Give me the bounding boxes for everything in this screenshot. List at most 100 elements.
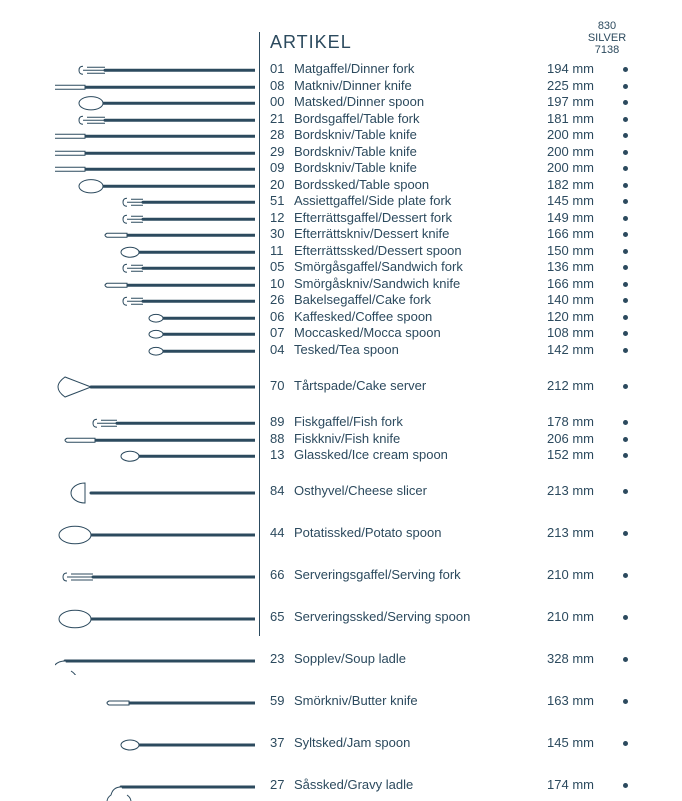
availability-cell — [600, 144, 650, 161]
article-number: 04 — [270, 342, 294, 359]
bigspoon-icon — [55, 605, 255, 633]
group-spacer — [270, 632, 650, 646]
table-row: 65Serveringssked/Serving spoon210 mm — [270, 604, 650, 632]
article-size: 182 mm — [534, 177, 600, 194]
article-size: 200 mm — [534, 144, 600, 161]
article-name: Serveringssked/Serving spoon — [294, 609, 534, 626]
spoon-tiny-icon — [55, 310, 255, 327]
article-name: Matsked/Dinner spoon — [294, 94, 534, 111]
table-row: 88Fiskkniv/Fish knife206 mm — [270, 431, 650, 448]
article-number: 26 — [270, 292, 294, 309]
article-name: Bordskniv/Table knife — [294, 160, 534, 177]
article-size: 163 mm — [534, 693, 600, 710]
dot-icon — [623, 282, 628, 287]
dot-icon — [623, 232, 628, 237]
article-name: Kaffesked/Coffee spoon — [294, 309, 534, 326]
group-spacer — [270, 400, 650, 414]
article-size: 200 mm — [534, 127, 600, 144]
availability-cell — [600, 160, 650, 177]
article-size: 178 mm — [534, 414, 600, 431]
article-number: 29 — [270, 144, 294, 161]
fork-icon — [55, 62, 255, 79]
col-header-line2: SILVER — [582, 32, 632, 44]
article-name: Serveringsgaffel/Serving fork — [294, 567, 534, 584]
table-row: 01Matgaffel/Dinner fork194 mm — [270, 61, 650, 78]
slicer-icon — [55, 479, 255, 507]
knife-small-icon — [55, 277, 255, 294]
table-row: 23Sopplev/Soup ladle328 mm — [270, 646, 650, 674]
article-size: 108 mm — [534, 325, 600, 342]
group-spacer — [270, 548, 650, 562]
availability-cell — [600, 193, 650, 210]
availability-cell — [600, 431, 650, 448]
article-number: 66 — [270, 567, 294, 584]
availability-cell — [600, 94, 650, 111]
availability-cell — [600, 735, 650, 752]
availability-cell — [600, 567, 650, 584]
knife-icon — [55, 145, 255, 162]
dot-icon — [623, 573, 628, 578]
article-name: Potatissked/Potato spoon — [294, 525, 534, 542]
article-number: 28 — [270, 127, 294, 144]
article-name: Syltsked/Jam spoon — [294, 735, 534, 752]
spoon-tiny-icon — [55, 343, 255, 360]
group-spacer — [270, 464, 650, 478]
article-size: 140 mm — [534, 292, 600, 309]
bigspoon-icon — [55, 521, 255, 549]
group-spacer — [270, 590, 650, 604]
vertical-divider — [259, 32, 260, 636]
spoon-small-icon — [55, 448, 255, 465]
dot-icon — [623, 657, 628, 662]
availability-cell — [600, 414, 650, 431]
article-name: Matkniv/Dinner knife — [294, 78, 534, 95]
knife-icon — [55, 79, 255, 96]
article-name: Såssked/Gravy ladle — [294, 777, 534, 794]
article-size: 120 mm — [534, 309, 600, 326]
article-number: 01 — [270, 61, 294, 78]
availability-cell — [600, 483, 650, 500]
table-row: 08Matkniv/Dinner knife225 mm — [270, 78, 650, 95]
table-row: 10Smörgåskniv/Sandwich knife166 mm — [270, 276, 650, 293]
article-size: 210 mm — [534, 567, 600, 584]
article-list: 01Matgaffel/Dinner fork194 mm08Matkniv/D… — [270, 61, 650, 800]
dot-icon — [623, 150, 628, 155]
table-row: 21Bordsgaffel/Table fork181 mm — [270, 111, 650, 128]
fork-small-icon — [55, 211, 255, 228]
table-row: 28Bordskniv/Table knife200 mm — [270, 127, 650, 144]
article-name: Bakelsegaffel/Cake fork — [294, 292, 534, 309]
article-size: 197 mm — [534, 94, 600, 111]
fork-icon — [55, 112, 255, 129]
article-number: 59 — [270, 693, 294, 710]
dot-icon — [623, 783, 628, 788]
table-row: 11Efterrättssked/Dessert spoon150 mm — [270, 243, 650, 260]
article-name: Matgaffel/Dinner fork — [294, 61, 534, 78]
article-number: 13 — [270, 447, 294, 464]
group-spacer — [270, 674, 650, 688]
availability-cell — [600, 325, 650, 342]
article-size: 152 mm — [534, 447, 600, 464]
spoon-tiny-icon — [55, 326, 255, 343]
article-size: 200 mm — [534, 160, 600, 177]
availability-cell — [600, 210, 650, 227]
dot-icon — [623, 84, 628, 89]
article-number: 88 — [270, 431, 294, 448]
dot-icon — [623, 249, 628, 254]
dot-icon — [623, 489, 628, 494]
article-number: 84 — [270, 483, 294, 500]
servefork-icon — [55, 563, 255, 591]
ladle-icon — [55, 647, 255, 675]
dot-icon — [623, 699, 628, 704]
article-name: Bordssked/Table spoon — [294, 177, 534, 194]
dot-icon — [623, 133, 628, 138]
table-row: 66Serveringsgaffel/Serving fork210 mm — [270, 562, 650, 590]
availability-cell — [600, 127, 650, 144]
article-number: 70 — [270, 378, 294, 395]
availability-cell — [600, 177, 650, 194]
article-size: 206 mm — [534, 431, 600, 448]
dot-icon — [623, 166, 628, 171]
dot-icon — [623, 384, 628, 389]
dot-icon — [623, 265, 628, 270]
table-row: 70Tårtspade/Cake server212 mm — [270, 372, 650, 400]
table-row: 37Syltsked/Jam spoon145 mm — [270, 730, 650, 758]
article-number: 05 — [270, 259, 294, 276]
